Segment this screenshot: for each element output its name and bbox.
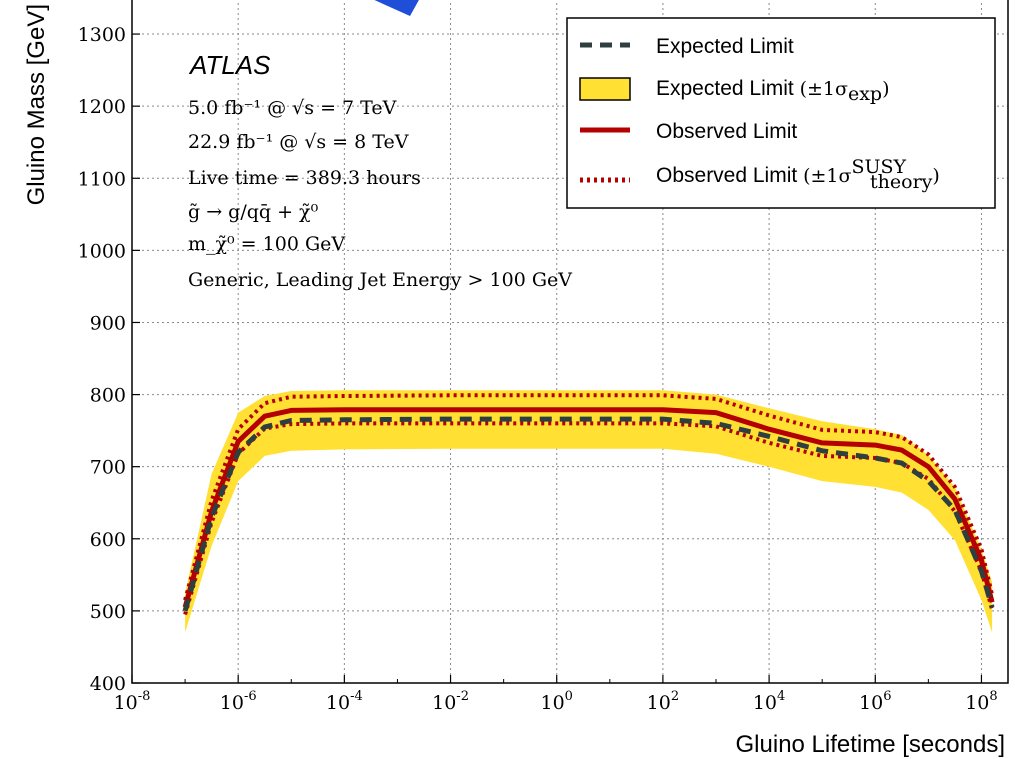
y-tick-label: 1200 [78, 96, 126, 118]
x-tick-label: 106 [859, 689, 891, 714]
legend-swatch-band [579, 77, 631, 101]
annotation-line-1: 5.0 fb⁻¹ @ √s = 7 TeV [188, 97, 397, 119]
y-tick-label: 600 [90, 529, 126, 551]
theory-upper-line [183, 393, 995, 601]
legend-label-observed: Observed Limit [656, 120, 797, 143]
y-tick-label: 500 [90, 601, 126, 623]
y-tick-label: 1100 [78, 168, 126, 190]
axis-ticks: 10-8 10-6 10-4 10-2 100 102 104 106 108 400 500 600… [78, 24, 998, 714]
y-tick-label: 700 [90, 457, 126, 479]
legend-label-expected: Expected Limit [656, 35, 794, 58]
experiment-label: ATLAS [188, 50, 271, 80]
y-tick-label: 800 [90, 385, 126, 407]
y-tick-label: 900 [90, 312, 126, 334]
y-axis-label: Gluino Mass [GeV] [23, 4, 50, 205]
annotation-line-2: 22.9 fb⁻¹ @ √s = 8 TeV [188, 131, 409, 153]
blue-arrow-fragment [374, 0, 419, 16]
y-tick-label: 400 [90, 673, 126, 695]
y-tick-label: 1300 [78, 24, 126, 46]
annotation-line-4: g̃ → g/qq̄ + χ̃⁰ [188, 201, 319, 223]
x-tick-label: 10-6 [220, 689, 257, 714]
annotation-line-6: Generic, Leading Jet Energy > 100 GeV [188, 269, 572, 291]
x-tick-label: 10-8 [114, 689, 151, 714]
expected-band [185, 390, 993, 633]
x-axis-label: Gluino Lifetime [seconds] [736, 731, 1005, 758]
x-tick-label: 10-2 [432, 689, 469, 714]
x-tick-label: 104 [753, 689, 785, 714]
expected-limit-line [182, 416, 995, 612]
observed-limit-line [182, 407, 995, 608]
plot-frame [131, 0, 1009, 684]
legend: Expected Limit Expected Limit (±1σexp) O… [566, 17, 996, 209]
x-tick-label: 10-4 [326, 689, 363, 714]
x-tick-label: 100 [540, 689, 572, 714]
y-tick-label: 1000 [78, 240, 126, 262]
annotation-line-3: Live time = 389.3 hours [188, 167, 421, 189]
x-tick-label: 102 [647, 689, 679, 714]
legend-label-band: Expected Limit (±1σexp) [656, 77, 890, 105]
x-tick-label: 108 [965, 689, 997, 714]
series-layer [182, 390, 995, 633]
annotation-line-5: m_χ̃⁰ = 100 GeV [188, 233, 345, 255]
legend-box [566, 17, 996, 209]
theory-lower-line [183, 421, 995, 616]
legend-label-theory: Observed Limit (±1σSUSY theory) [656, 156, 940, 193]
annotation-block: 5.0 fb⁻¹ @ √s = 7 TeV 22.9 fb⁻¹ @ √s = 8… [188, 97, 572, 291]
